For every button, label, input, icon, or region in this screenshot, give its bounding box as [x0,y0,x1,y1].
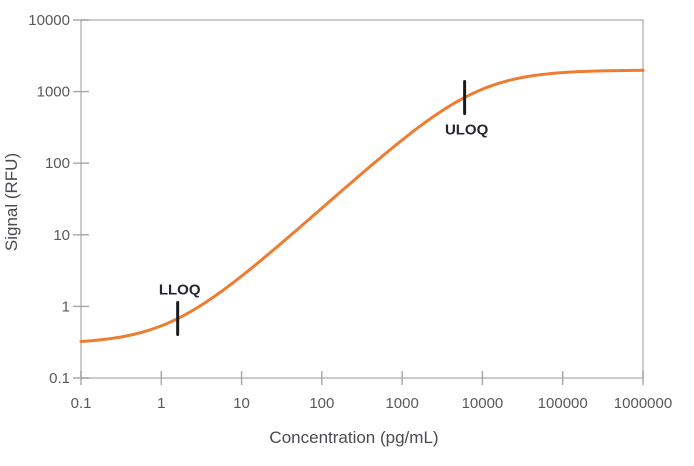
lloq-label: LLOQ [159,282,201,299]
y-tick-label: 10 [53,227,70,244]
y-tick-label: 0.1 [49,370,70,387]
x-axis-title: Concentration (pg/mL) [269,428,439,447]
x-tick-label: 1 [157,395,165,412]
y-tick-label: 10000 [28,12,70,29]
x-tick-label: 100 [309,395,334,412]
x-tick-label: 10000 [462,395,504,412]
x-tick-label: 1000 [385,395,418,412]
x-tick-label: 100000 [538,395,588,412]
uloq-label: ULOQ [445,121,489,138]
plot-area-border [80,19,644,379]
x-tick-label: 1000000 [614,395,672,412]
y-tick-label: 100 [45,155,70,172]
y-tick-label: 1000 [37,84,70,101]
x-tick-label: 10 [233,395,250,412]
x-tick-label: 0.1 [71,395,92,412]
calibration-curve [79,68,645,343]
y-tick-label: 1 [62,298,70,315]
y-axis-title: Signal (RFU) [2,152,21,252]
